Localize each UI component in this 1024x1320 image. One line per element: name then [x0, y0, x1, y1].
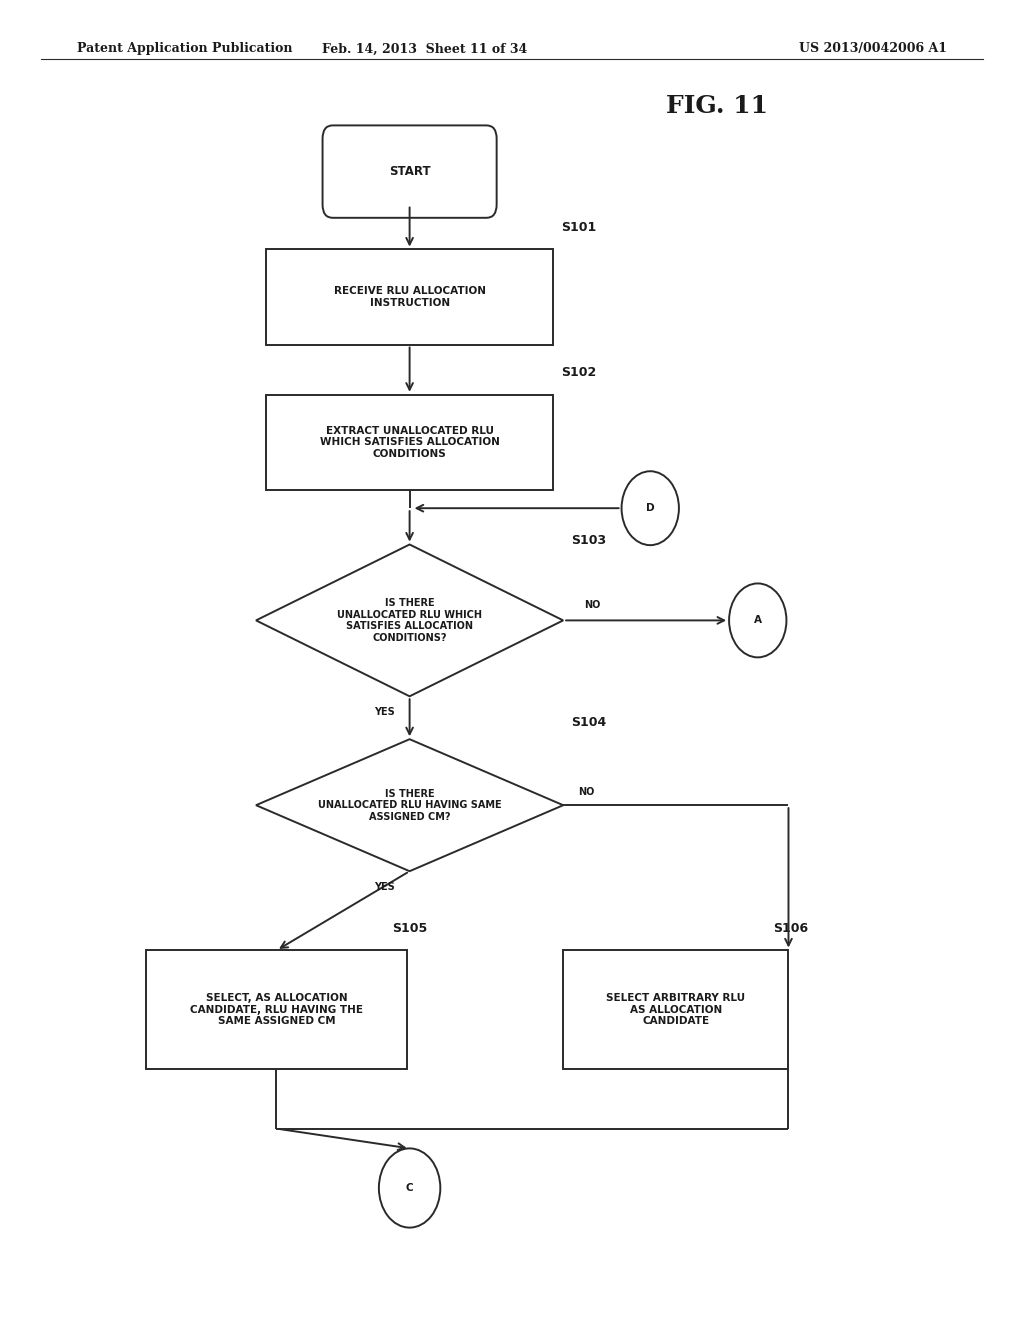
Polygon shape	[256, 544, 563, 697]
Text: FIG. 11: FIG. 11	[666, 94, 768, 117]
Text: Patent Application Publication: Patent Application Publication	[77, 42, 292, 55]
Text: C: C	[406, 1183, 414, 1193]
Text: YES: YES	[374, 882, 394, 892]
Text: SELECT ARBITRARY RLU
AS ALLOCATION
CANDIDATE: SELECT ARBITRARY RLU AS ALLOCATION CANDI…	[606, 993, 745, 1027]
Bar	[266, 395, 553, 490]
Text: S106: S106	[773, 921, 808, 935]
Text: YES: YES	[374, 708, 394, 717]
Text: S101: S101	[561, 220, 596, 234]
Text: A: A	[754, 615, 762, 626]
Bar	[266, 249, 553, 345]
Polygon shape	[256, 739, 563, 871]
Text: Feb. 14, 2013  Sheet 11 of 34: Feb. 14, 2013 Sheet 11 of 34	[323, 42, 527, 55]
Text: US 2013/0042006 A1: US 2013/0042006 A1	[799, 42, 947, 55]
Text: IS THERE
UNALLOCATED RLU HAVING SAME
ASSIGNED CM?: IS THERE UNALLOCATED RLU HAVING SAME ASS…	[317, 788, 502, 822]
Text: D: D	[646, 503, 654, 513]
Text: SELECT, AS ALLOCATION
CANDIDATE, RLU HAVING THE
SAME ASSIGNED CM: SELECT, AS ALLOCATION CANDIDATE, RLU HAV…	[190, 993, 362, 1027]
Circle shape	[379, 1148, 440, 1228]
Text: START: START	[389, 165, 430, 178]
Text: NO: NO	[579, 787, 595, 797]
Text: EXTRACT UNALLOCATED RLU
WHICH SATISFIES ALLOCATION
CONDITIONS: EXTRACT UNALLOCATED RLU WHICH SATISFIES …	[319, 425, 500, 459]
Text: IS THERE
UNALLOCATED RLU WHICH
SATISFIES ALLOCATION
CONDITIONS?: IS THERE UNALLOCATED RLU WHICH SATISFIES…	[337, 598, 482, 643]
Bar	[146, 950, 408, 1069]
Text: NO: NO	[584, 599, 600, 610]
Circle shape	[729, 583, 786, 657]
Circle shape	[622, 471, 679, 545]
Text: S102: S102	[561, 366, 596, 379]
Text: S104: S104	[571, 715, 606, 729]
Text: RECEIVE RLU ALLOCATION
INSTRUCTION: RECEIVE RLU ALLOCATION INSTRUCTION	[334, 286, 485, 308]
Text: S103: S103	[571, 535, 606, 546]
FancyBboxPatch shape	[323, 125, 497, 218]
Bar	[563, 950, 788, 1069]
Text: S105: S105	[391, 921, 427, 935]
